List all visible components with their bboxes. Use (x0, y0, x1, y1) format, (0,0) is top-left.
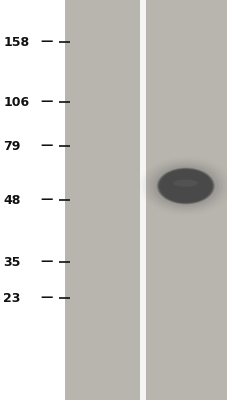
Text: 23: 23 (3, 292, 21, 304)
Ellipse shape (162, 171, 208, 201)
Ellipse shape (149, 163, 221, 209)
Ellipse shape (156, 168, 214, 204)
Bar (140, 0, 146, 400)
Ellipse shape (160, 170, 209, 202)
Text: 158: 158 (3, 36, 30, 48)
Text: —: — (40, 194, 52, 206)
Ellipse shape (152, 165, 218, 207)
Ellipse shape (160, 170, 210, 202)
Ellipse shape (173, 180, 197, 187)
Text: —: — (40, 256, 52, 268)
Ellipse shape (162, 172, 208, 200)
Text: —: — (40, 292, 52, 304)
Text: —: — (40, 140, 52, 152)
Ellipse shape (172, 195, 188, 203)
Ellipse shape (155, 167, 215, 205)
Bar (65, 0, 227, 400)
Text: 48: 48 (3, 194, 21, 206)
Ellipse shape (161, 171, 209, 201)
Text: 79: 79 (3, 140, 21, 152)
Text: 106: 106 (3, 96, 30, 108)
Ellipse shape (159, 170, 211, 202)
Ellipse shape (159, 170, 211, 202)
Ellipse shape (158, 169, 212, 203)
Ellipse shape (161, 171, 209, 201)
Ellipse shape (156, 168, 214, 204)
Text: 35: 35 (3, 256, 21, 268)
Ellipse shape (158, 169, 212, 203)
Ellipse shape (159, 170, 211, 202)
Ellipse shape (157, 168, 213, 204)
Ellipse shape (160, 170, 210, 202)
Text: —: — (40, 36, 52, 48)
Ellipse shape (157, 168, 213, 204)
Ellipse shape (162, 172, 208, 200)
Ellipse shape (158, 169, 212, 203)
Ellipse shape (145, 161, 225, 211)
Text: —: — (40, 96, 52, 108)
